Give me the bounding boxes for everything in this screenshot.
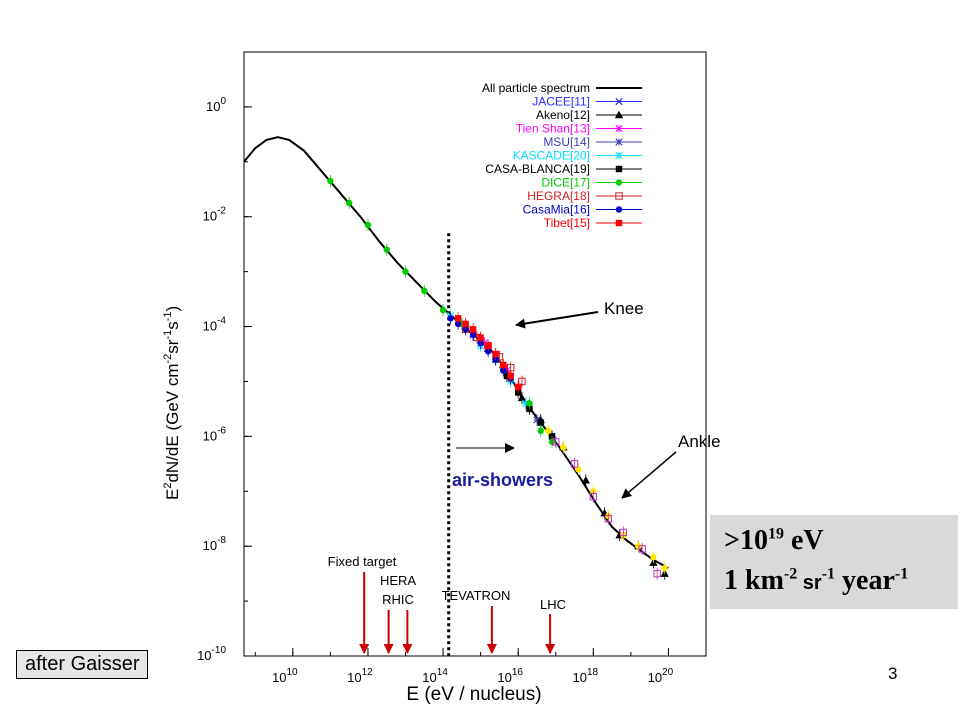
data-point-series-4 (522, 399, 530, 408)
rate-line-energy: >1019 eV (724, 525, 824, 556)
y-axis-label: E2dN/dE (GeV cm-2sr-1s-1) (162, 306, 182, 500)
data-point-series-9 (492, 350, 499, 358)
legend-label: CasaMia[16] (523, 203, 590, 217)
data-point-series-6 (383, 246, 390, 253)
data-point-series-9 (477, 334, 484, 341)
data-point-series-8 (447, 315, 454, 322)
data-point-series-11 (570, 460, 579, 468)
data-point-series-6 (526, 400, 533, 407)
data-point-series-1 (517, 393, 527, 402)
y-tick-label: 10-2 (203, 206, 227, 224)
collider-label-1: HERA (380, 573, 416, 588)
legend-label: Akeno[12] (536, 108, 590, 122)
knee-arrow (515, 311, 599, 329)
knee-label: Knee (604, 299, 644, 318)
event-rate-box: >1019 eV 1 km-2 sr-1 year-1 (710, 515, 958, 609)
legend-marker (615, 151, 623, 160)
all-particle-spectrum-line (243, 136, 669, 569)
y-tick-label: 10-6 (203, 425, 227, 443)
y-tick-label: 10-10 (197, 645, 226, 663)
data-point-series-9 (484, 342, 492, 349)
data-point-series-10 (661, 564, 668, 572)
y-tick-label: 10-8 (203, 535, 227, 553)
data-point-series-10 (635, 542, 642, 550)
data-point-series-9 (469, 326, 477, 333)
legend-label: JACEE[11] (532, 95, 590, 109)
data-point-series-10 (575, 466, 582, 473)
data-point-series-11 (619, 528, 628, 537)
data-point-series-10 (560, 444, 567, 451)
data-point-series-9 (507, 372, 514, 380)
data-point-series-6 (421, 287, 428, 295)
data-point-series-9 (454, 315, 462, 322)
legend-marker (615, 192, 623, 200)
legend: All particle spectrumJACEE[11]Akeno[12]T… (482, 81, 642, 230)
legend-label: Tibet[15] (544, 216, 590, 230)
page-number: 3 (888, 664, 898, 683)
collider-label-2: RHIC (382, 592, 414, 607)
rate-line-flux: 1 km-2 sr-1 year-1 (724, 565, 909, 596)
data-point-series-10 (545, 427, 552, 435)
data-point-series-11 (589, 493, 598, 501)
data-point-series-6 (327, 177, 334, 185)
plot-frame (243, 51, 707, 657)
legend-label: Tien Shan[13] (516, 122, 590, 136)
y-tick-label: 10-4 (203, 316, 227, 334)
data-point-series-6 (537, 427, 544, 435)
data-point-series-11 (552, 438, 560, 446)
data-point-series-1 (581, 476, 591, 484)
legend-label: DICE[17] (541, 176, 590, 190)
collider-label-0: Fixed target (328, 554, 397, 569)
data-point-series-6 (345, 199, 353, 207)
data-point-series-7 (518, 377, 526, 386)
data-point-series-6 (548, 438, 556, 446)
collider-label-3: TEVATRON (442, 588, 511, 603)
data-point-series-9 (462, 320, 469, 327)
data-point-series-9 (514, 383, 522, 391)
x-tick-label: 1016 (497, 667, 523, 685)
ankle-label: Ankle (678, 432, 721, 451)
legend-marker (615, 138, 623, 146)
legend-marker (614, 110, 624, 119)
x-tick-label: 1018 (573, 667, 599, 685)
legend-marker (615, 179, 623, 186)
x-tick-label: 1014 (422, 667, 448, 685)
legend-marker (615, 97, 623, 106)
data-point-series-6 (364, 221, 372, 229)
data-point-series-3 (533, 416, 541, 424)
x-tick-label: 1010 (272, 667, 298, 685)
air-showers-label: air-showers (452, 470, 553, 490)
legend-label: KASCADE[20] (513, 149, 590, 163)
collider-label-4: LHC (540, 597, 566, 612)
data-point-series-11 (653, 569, 661, 578)
legend-marker (615, 206, 623, 213)
data-point-series-6 (402, 268, 409, 275)
data-point-series-5 (503, 372, 511, 380)
legend-label: MSU[14] (543, 135, 590, 149)
legend-marker (615, 219, 623, 227)
data-point-series-2 (480, 339, 488, 347)
data-point-series-5 (537, 419, 544, 426)
data-point-series-9 (499, 361, 507, 369)
legend-label: CASA-BLANCA[19] (485, 162, 590, 176)
data-point-series-11 (638, 545, 646, 553)
data-point-series-6 (439, 306, 447, 314)
y-tick-label: 100 (206, 96, 226, 114)
legend-marker (615, 165, 623, 173)
caption-after-gaisser: after Gaisser (16, 650, 149, 679)
legend-marker (615, 124, 623, 133)
data-point-series-10 (650, 553, 657, 561)
ankle-arrow (621, 451, 677, 499)
legend-label: HEGRA[18] (527, 189, 590, 203)
x-tick-label: 1020 (648, 667, 674, 685)
data-point-series-11 (604, 515, 613, 523)
legend-label-all-particle: All particle spectrum (482, 81, 590, 95)
x-tick-label: 1012 (347, 667, 373, 685)
x-axis-label: E (eV / nucleus) (406, 684, 541, 705)
